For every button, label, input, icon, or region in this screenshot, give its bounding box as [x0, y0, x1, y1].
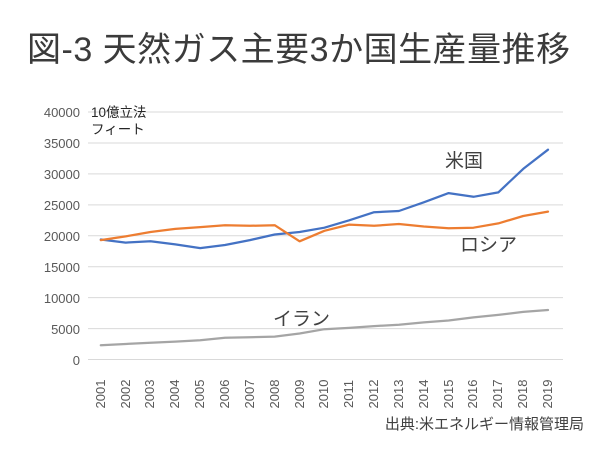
y-tick-label: 15000 [43, 259, 80, 275]
x-tick-label: 2011 [341, 379, 357, 408]
x-tick-label: 2003 [142, 379, 158, 408]
page-title: 図-3 天然ガス主要3か国生産量推移 [27, 31, 571, 69]
x-tick-label: 2014 [415, 379, 431, 408]
x-tick-label: 2001 [92, 379, 108, 408]
x-tick-label: 2017 [490, 379, 506, 408]
x-tick-label: 2019 [540, 379, 555, 408]
y-axis-unit-line1: 10億立法 [91, 105, 147, 120]
line-chart: 10億立法 フィート 0 5000 10000 15000 20000 25000 3000… [0, 95, 600, 410]
y-tick-label: 40000 [43, 105, 80, 120]
x-tick-label: 2012 [366, 379, 382, 408]
source-caption: 出典:米エネルギー情報管理局 [384, 416, 584, 433]
series-line-iran [99, 308, 550, 347]
y-tick-label: 10000 [43, 290, 80, 306]
x-tick-label: 2006 [217, 379, 233, 408]
series-line-us [99, 148, 550, 250]
x-tick-label: 2008 [266, 379, 282, 408]
series-line-russia [99, 210, 550, 243]
y-axis-unit-label: 10億立法 フィート [91, 104, 147, 138]
y-tick-label: 35000 [43, 135, 80, 151]
y-axis-unit-line2: フィート [91, 122, 145, 137]
x-tick-label: 2013 [390, 379, 406, 408]
series-label-us: 米国 [445, 151, 484, 172]
x-tick-label: 2016 [465, 379, 481, 408]
x-tick-label: 2002 [117, 379, 133, 408]
x-tick-label: 2015 [440, 379, 456, 408]
chart-plot-area [88, 111, 563, 360]
series-label-iran: イラン [273, 309, 331, 330]
x-tick-label: 2010 [316, 379, 332, 408]
y-tick-label: 20000 [43, 228, 80, 244]
x-tick-label: 2007 [241, 379, 257, 408]
x-tick-label: 2005 [192, 379, 208, 408]
x-tick-label: 2004 [167, 379, 183, 408]
y-tick-label: 5000 [51, 321, 80, 337]
x-tick-label: 2018 [515, 379, 531, 408]
y-tick-label: 25000 [43, 197, 80, 213]
y-tick-label: 0 [72, 352, 80, 368]
series-label-russia: ロシア [460, 235, 518, 256]
x-tick-label: 2009 [291, 379, 307, 408]
y-tick-label: 30000 [43, 166, 80, 182]
